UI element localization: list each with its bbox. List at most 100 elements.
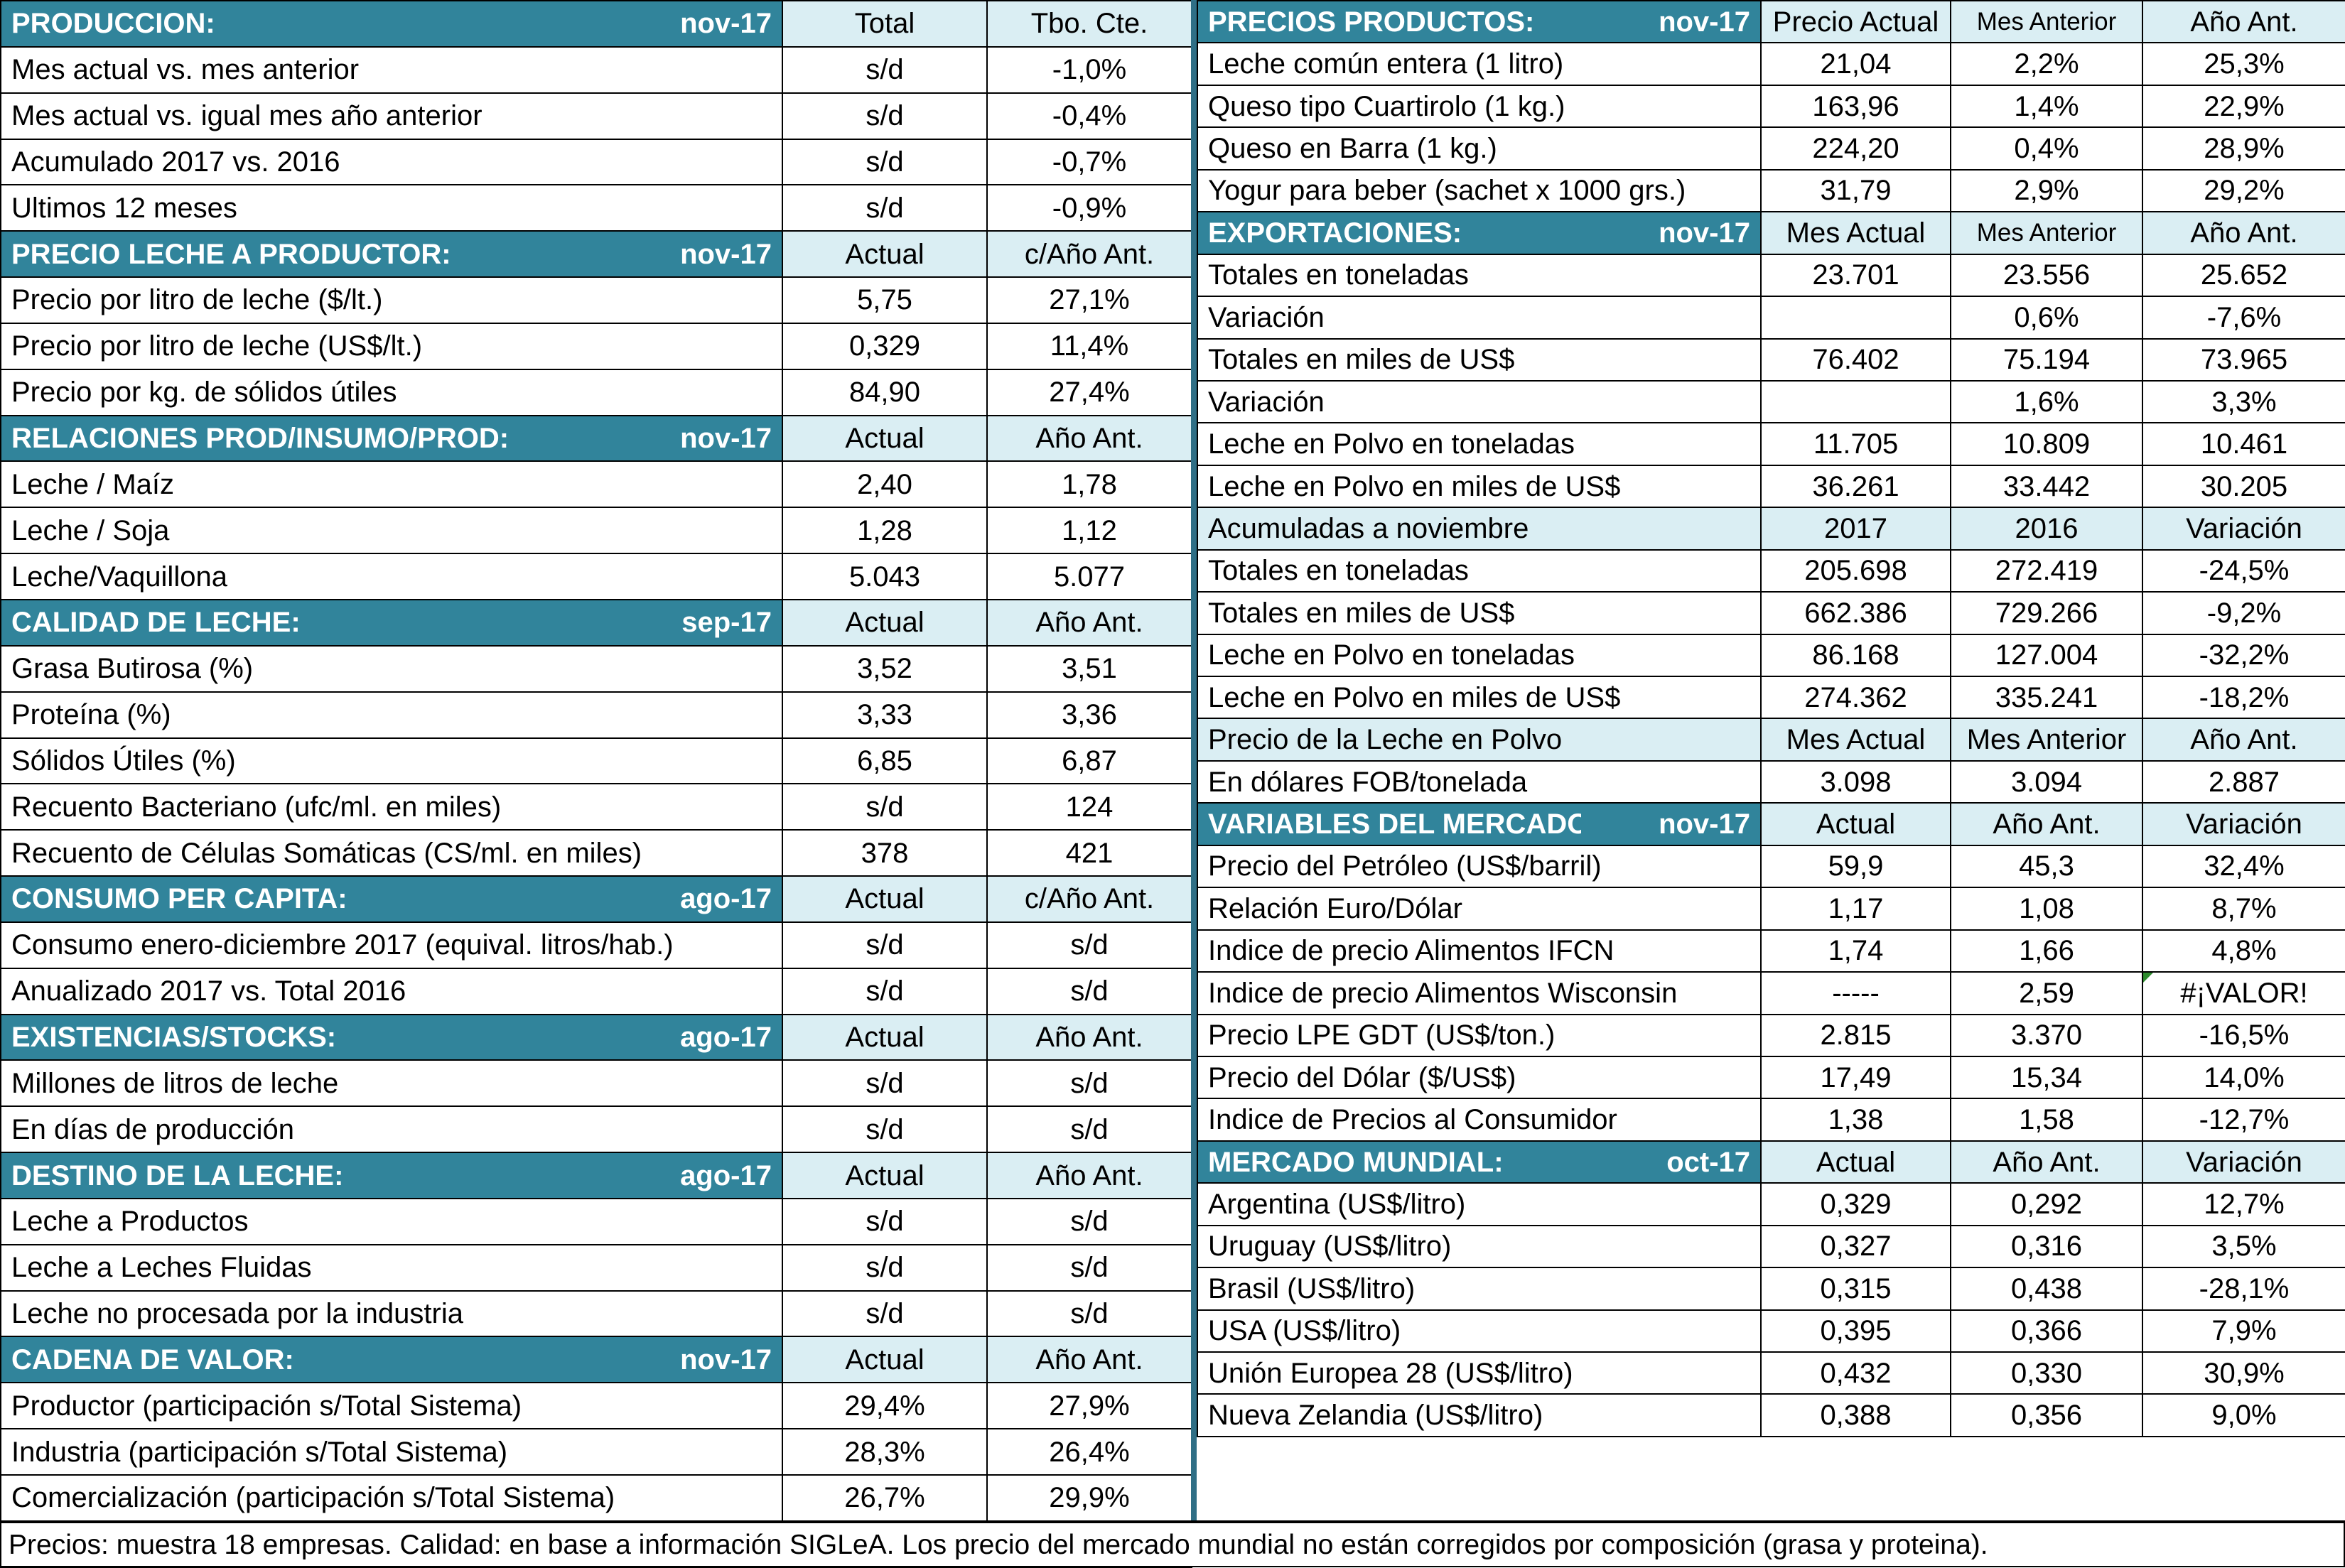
row-value: 3.370 xyxy=(1950,1013,2143,1057)
row-label: Leche no procesada por la industria xyxy=(0,1289,783,1338)
row-label: Totales en miles de US$ xyxy=(1197,591,1762,635)
table-row: Precio por litro de leche (US$/lt.) 0,329… xyxy=(0,322,1192,370)
section-title: RELACIONES PROD/INSUMO/PROD: xyxy=(0,414,589,463)
section-date: nov-17 xyxy=(589,1336,783,1384)
column-header: Variación xyxy=(2142,507,2345,551)
row-value: 0,356 xyxy=(1950,1393,2143,1437)
table-row: Leche en Polvo en toneladas 86.168 127.004… xyxy=(1197,633,2345,678)
row-label: Productor (participación s/Total Sistema… xyxy=(0,1382,783,1430)
row-value: s/d xyxy=(986,1197,1192,1245)
row-value: 0,292 xyxy=(1950,1182,2143,1226)
table-row: En días de producción s/d s/d xyxy=(0,1105,1192,1154)
table-row: Precio por litro de leche ($/lt.) 5,75 27,… xyxy=(0,276,1192,324)
row-value: -32,2% xyxy=(2142,633,2345,678)
row-value: 7,9% xyxy=(2142,1309,2345,1353)
row-value: 21,04 xyxy=(1760,42,1951,86)
column-header: Actual xyxy=(782,875,988,923)
row-value: -24,5% xyxy=(2142,548,2345,593)
column-header: Año Ant. xyxy=(2142,718,2345,762)
row-label: Precio LPE GDT (US$/ton.) xyxy=(1197,1013,1762,1057)
column-header: 2016 xyxy=(1950,507,2143,551)
row-label: Unión Europea 28 (US$/litro) xyxy=(1197,1351,1762,1395)
row-value: 5.077 xyxy=(986,553,1192,600)
section-header: DESTINO DE LA LECHE: ago-17 Actual Año Ant. xyxy=(0,1152,1192,1199)
table-row: Nueva Zelandia (US$/litro) 0,388 0,356 9,0% xyxy=(1197,1393,2345,1437)
table-row: Leche a Leches Fluidas s/d s/d xyxy=(0,1243,1192,1292)
row-value: -7,6% xyxy=(2142,296,2345,340)
row-value: 22,9% xyxy=(2142,84,2345,129)
row-label: Precio por kg. de sólidos útiles xyxy=(0,368,783,416)
section-title: CALIDAD DE LECHE: xyxy=(0,598,589,647)
row-value: 2,2% xyxy=(1950,42,2143,86)
row-value: 127.004 xyxy=(1950,633,2143,678)
column-header: Actual xyxy=(1760,802,1951,846)
table-row: Variación 0,6% -7,6% xyxy=(1197,296,2345,340)
table-row: Proteína (%) 3,33 3,36 xyxy=(0,691,1192,739)
row-value: s/d xyxy=(782,783,988,831)
row-label: Precio por litro de leche (US$/lt.) xyxy=(0,322,783,370)
right-table: PRECIOS PRODUCTOS: nov-17 Precio Actual Mes… xyxy=(1197,0,2345,1437)
row-label: Relación Euro/Dólar xyxy=(1197,887,1762,931)
row-value: 29,4% xyxy=(782,1382,988,1430)
section-date: nov-17 xyxy=(589,230,783,279)
subsection-title: Acumuladas a noviembre xyxy=(1197,507,1762,551)
column-header: c/Año Ant. xyxy=(986,230,1192,279)
table-row: En dólares FOB/tonelada 3.098 3.094 2.887 xyxy=(1197,759,2345,804)
table-row: Precio del Dólar ($/US$) 17,49 15,34 14,0% xyxy=(1197,1055,2345,1100)
row-value: 15,34 xyxy=(1950,1055,2143,1100)
table-row: Totales en toneladas 23.701 23.556 25.652 xyxy=(1197,253,2345,298)
row-value: s/d xyxy=(782,1243,988,1292)
section-header: CALIDAD DE LECHE: sep-17 Actual Año Ant. xyxy=(0,598,1192,647)
row-value: 11,4% xyxy=(986,322,1192,370)
row-value: 1,17 xyxy=(1760,887,1951,931)
row-label: Precio del Petróleo (US$/barril) xyxy=(1197,844,1762,889)
row-value: 0,315 xyxy=(1760,1267,1951,1311)
section-header: VARIABLES DEL MERCADO: nov-17 Actual Año An… xyxy=(1197,802,2345,846)
row-value: 29,2% xyxy=(2142,168,2345,213)
row-value: 1,58 xyxy=(1950,1098,2143,1142)
column-header: Actual xyxy=(782,598,988,647)
row-label: Millones de litros de leche xyxy=(0,1059,783,1108)
column-header: Mes Actual xyxy=(1760,211,1951,255)
row-value: 421 xyxy=(986,829,1192,877)
column-header: Variación xyxy=(2142,1140,2345,1184)
column-header: Año Ant. xyxy=(986,1152,1192,1199)
row-value: 0,6% xyxy=(1950,296,2143,340)
table-row: Comercialización (participación s/Total … xyxy=(0,1474,1192,1522)
row-value: 12,7% xyxy=(2142,1182,2345,1226)
section-date: nov-17 xyxy=(1581,211,1762,255)
row-value: -0,4% xyxy=(986,92,1192,140)
row-value: 33.442 xyxy=(1950,464,2143,509)
section-title: CONSUMO PER CAPITA: xyxy=(0,875,589,923)
section-header: CADENA DE VALOR: nov-17 Actual Año Ant. xyxy=(0,1336,1192,1384)
table-row: Precio LPE GDT (US$/ton.) 2.815 3.370 -16,5… xyxy=(1197,1013,2345,1057)
table-row: Industria (participación s/Total Sistema… xyxy=(0,1428,1192,1476)
row-label: Leche en Polvo en miles de US$ xyxy=(1197,464,1762,509)
section-title: CADENA DE VALOR: xyxy=(0,1336,589,1384)
table-row: Acumulado 2017 vs. 2016 s/d -0,7% xyxy=(0,138,1192,186)
section-header: CONSUMO PER CAPITA: ago-17 Actual c/Año Ant… xyxy=(0,875,1192,923)
row-value: 0,330 xyxy=(1950,1351,2143,1395)
row-value xyxy=(1760,379,1951,424)
row-value: 27,1% xyxy=(986,276,1192,324)
table-row: Argentina (US$/litro) 0,329 0,292 12,7% xyxy=(1197,1182,2345,1226)
row-value: s/d xyxy=(782,138,988,186)
table-row: Anualizado 2017 vs. Total 2016 s/d s/d xyxy=(0,967,1192,1015)
row-value: 6,85 xyxy=(782,737,988,785)
row-value: 25,3% xyxy=(2142,42,2345,86)
table-row: Yogur para beber (sachet x 1000 grs.) 31,… xyxy=(1197,168,2345,213)
row-label: Leche a Productos xyxy=(0,1197,783,1245)
table-row: Leche en Polvo en miles de US$ 274.362 335… xyxy=(1197,675,2345,720)
table-row: Recuento Bacteriano (ufc/ml. en miles) s/… xyxy=(0,783,1192,831)
row-value: s/d xyxy=(782,1059,988,1108)
row-label: Anualizado 2017 vs. Total 2016 xyxy=(0,967,783,1015)
row-value: -0,9% xyxy=(986,184,1192,232)
row-label: Industria (participación s/Total Sistema… xyxy=(0,1428,783,1476)
row-value: 3,33 xyxy=(782,691,988,739)
column-header: Actual xyxy=(782,1013,988,1061)
row-label: En días de producción xyxy=(0,1105,783,1154)
section-date: nov-17 xyxy=(589,414,783,463)
table-row: Leche/Vaquillona 5.043 5.077 xyxy=(0,553,1192,600)
section-title: DESTINO DE LA LECHE: xyxy=(0,1152,589,1199)
row-value: 163,96 xyxy=(1760,84,1951,129)
